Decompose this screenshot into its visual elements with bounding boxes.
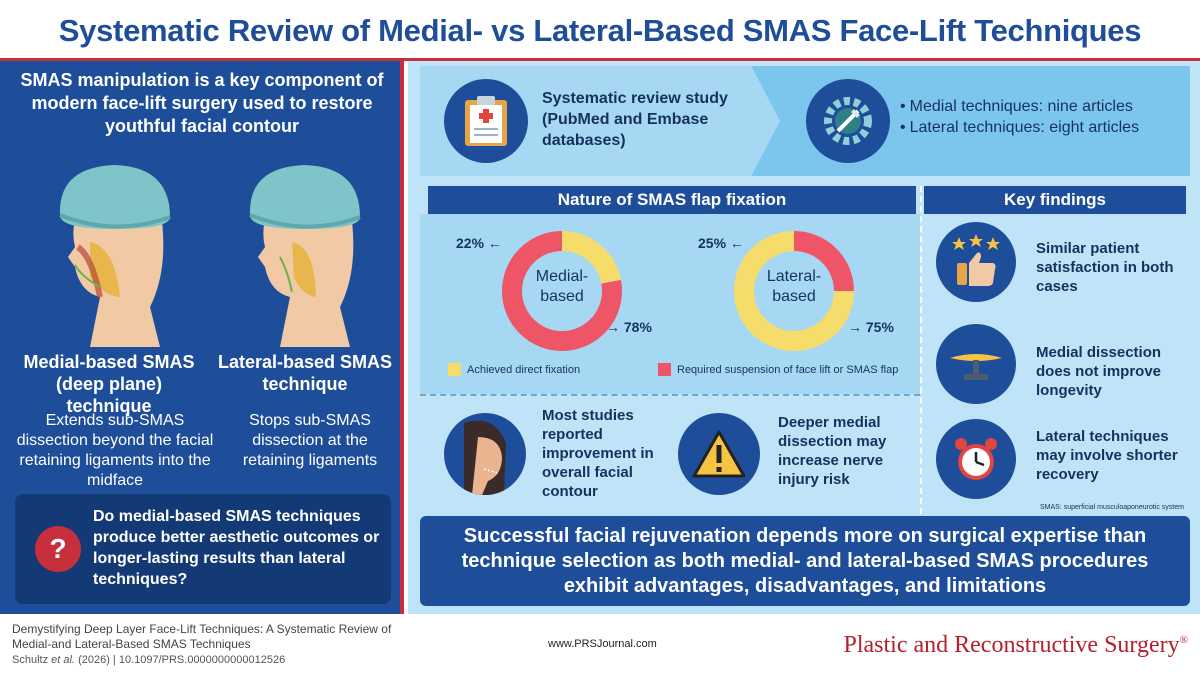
face-profile-icon-circle: [444, 413, 526, 495]
face-profile-icon: [464, 420, 506, 495]
warning-icon: [692, 430, 746, 478]
citation-ref: Schultz et al. (2026) | 10.1097/PRS.0000…: [12, 654, 285, 666]
medial-head-illustration: [59, 165, 171, 347]
medial-donut-label: Medial-based: [535, 268, 589, 305]
satisfaction-icon-circle: [936, 222, 1016, 302]
medial-article-count: Medial techniques: nine articles: [900, 96, 1139, 117]
section-divider: [420, 394, 920, 396]
smas-footnote: SMAS: superficial musculoaponeurotic sys…: [1040, 504, 1184, 511]
direct-fixation-segment: [734, 231, 854, 351]
medial-donut-chart: [502, 231, 622, 351]
journal-logo: Plastic and Reconstructive Surgery®: [843, 632, 1188, 659]
lateral-technique-desc: Stops sub-SMAS dissection at the retaini…: [242, 412, 378, 469]
citation-title: Demystifying Deep Layer Face-Lift Techni…: [12, 622, 392, 651]
satisfaction-finding: Similar patient satisfaction in both cas…: [1036, 240, 1174, 295]
legend-yellow-swatch: [448, 363, 461, 376]
medial-red-pct: → 78%: [606, 319, 652, 335]
left-panel: SMAS manipulation is a key component of …: [0, 61, 404, 614]
nerve-risk-text: Deeper medial dissection may increase ne…: [778, 414, 887, 488]
lateral-donut-label: Lateral-based: [766, 268, 822, 305]
footer: Demystifying Deep Layer Face-Lift Techni…: [0, 614, 1200, 675]
page-title: Systematic Review of Medial- vs Lateral-…: [58, 13, 1142, 48]
conclusion-banner: Successful facial rejuvenation depends m…: [420, 516, 1190, 606]
thumbs-up-stars-icon: [952, 234, 1000, 286]
medial-red-label: 78%: [623, 319, 652, 335]
svg-text:?: ?: [49, 533, 66, 564]
suspension-segment: [502, 231, 622, 351]
journal-mark: ®: [1179, 634, 1188, 646]
medial-yellow-pct: 22% ←: [456, 235, 502, 251]
research-question-box: ? Do medial-based SMAS techniques produc…: [15, 494, 391, 604]
clipboard-icon: [465, 96, 507, 146]
question-mark-icon: ?: [35, 526, 81, 572]
journal-name: Plastic and Reconstructive Surgery: [843, 632, 1180, 658]
longevity-icon-circle: [936, 324, 1016, 404]
legend-yellow: Achieved direct fixation: [448, 363, 580, 376]
key-findings-header: Key findings: [924, 186, 1186, 214]
lateral-red-label: 25%: [698, 235, 727, 251]
research-question: Do medial-based SMAS techniques produce …: [93, 508, 380, 588]
article-count-list: Medial techniques: nine articles Lateral…: [900, 96, 1139, 138]
citation-etal: et al.: [51, 654, 75, 666]
lateral-technique-title: Lateral-based SMAS technique: [217, 352, 393, 394]
lateral-head-illustration: [249, 165, 361, 347]
balance-scale-icon: [950, 354, 1002, 380]
warning-icon-circle: [678, 413, 760, 495]
legend-yellow-label: Achieved direct fixation: [467, 363, 581, 376]
legend-red-label: Required suspension of face lift or SMAS…: [677, 363, 899, 376]
recovery-icon-circle: [936, 419, 1016, 499]
medial-technique-title: Medial-based SMAS (deep plane) technique: [23, 352, 195, 416]
medial-technique-desc: Extends sub-SMAS dissection beyond the f…: [16, 412, 214, 489]
study-design-text: Systematic review study (PubMed and Emba…: [542, 90, 728, 149]
lateral-yellow-label: 75%: [865, 319, 894, 335]
gear-scalpel-icon: [824, 97, 872, 145]
contour-outcome-text: Most studies reported improvement in ove…: [542, 407, 654, 500]
right-panel: Systematic review study (PubMed and Emba…: [408, 61, 1200, 614]
lateral-article-count: Lateral techniques: eight articles: [900, 117, 1139, 138]
lateral-red-pct: 25% ←: [698, 235, 744, 251]
lateral-yellow-pct: → 75%: [848, 319, 894, 335]
legend-red: Required suspension of face lift or SMAS…: [658, 363, 898, 376]
longevity-finding: Medial dissection does not improve longe…: [1036, 344, 1162, 399]
legend-red-swatch: [658, 363, 671, 376]
citation-author: Schultz: [12, 654, 49, 666]
clipboard-icon-circle: [444, 79, 528, 163]
medial-yellow-label: 22%: [456, 235, 485, 251]
recovery-finding: Lateral techniques may involve shorter r…: [1036, 428, 1178, 483]
citation-doi: (2026) | 10.1097/PRS.0000000000012526: [78, 654, 286, 666]
title-divider: [0, 58, 1200, 61]
lateral-donut-chart: [734, 231, 854, 351]
fixation-header: Nature of SMAS flap fixation: [428, 186, 916, 214]
gear-icon-circle: [806, 79, 890, 163]
column-divider: [920, 186, 922, 514]
alarm-clock-icon: [955, 438, 997, 480]
intro-text: SMAS manipulation is a key component of …: [20, 70, 384, 136]
journal-url[interactable]: www.PRSJournal.com: [548, 638, 657, 650]
